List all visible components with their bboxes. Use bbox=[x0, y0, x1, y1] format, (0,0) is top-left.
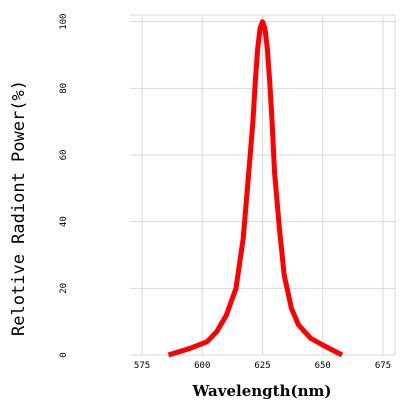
y-tick-label: 40 bbox=[59, 216, 69, 227]
y-tick-label: 20 bbox=[59, 283, 69, 294]
y-tick-label: 80 bbox=[59, 83, 69, 94]
series-group bbox=[169, 22, 343, 355]
x-tick-label: 600 bbox=[194, 361, 210, 371]
x-tick-labels: 575 600 625 650 675 bbox=[134, 361, 391, 371]
y-tick-label: 0 bbox=[59, 352, 69, 357]
series-line bbox=[169, 22, 343, 355]
x-tick-label: 675 bbox=[375, 361, 391, 371]
x-axis-label: Wavelength(nm) bbox=[192, 382, 332, 400]
y-tick-label: 100 bbox=[59, 14, 69, 30]
y-tick-label: 60 bbox=[59, 150, 69, 161]
x-tick-label: 650 bbox=[315, 361, 331, 371]
y-tick-labels: 0 20 40 60 80 100 bbox=[59, 14, 69, 358]
x-tick-label: 625 bbox=[254, 361, 270, 371]
x-tick-label: 575 bbox=[134, 361, 150, 371]
grid bbox=[130, 15, 395, 355]
y-axis-label: Relotive Radiont Power(%) bbox=[9, 80, 29, 336]
